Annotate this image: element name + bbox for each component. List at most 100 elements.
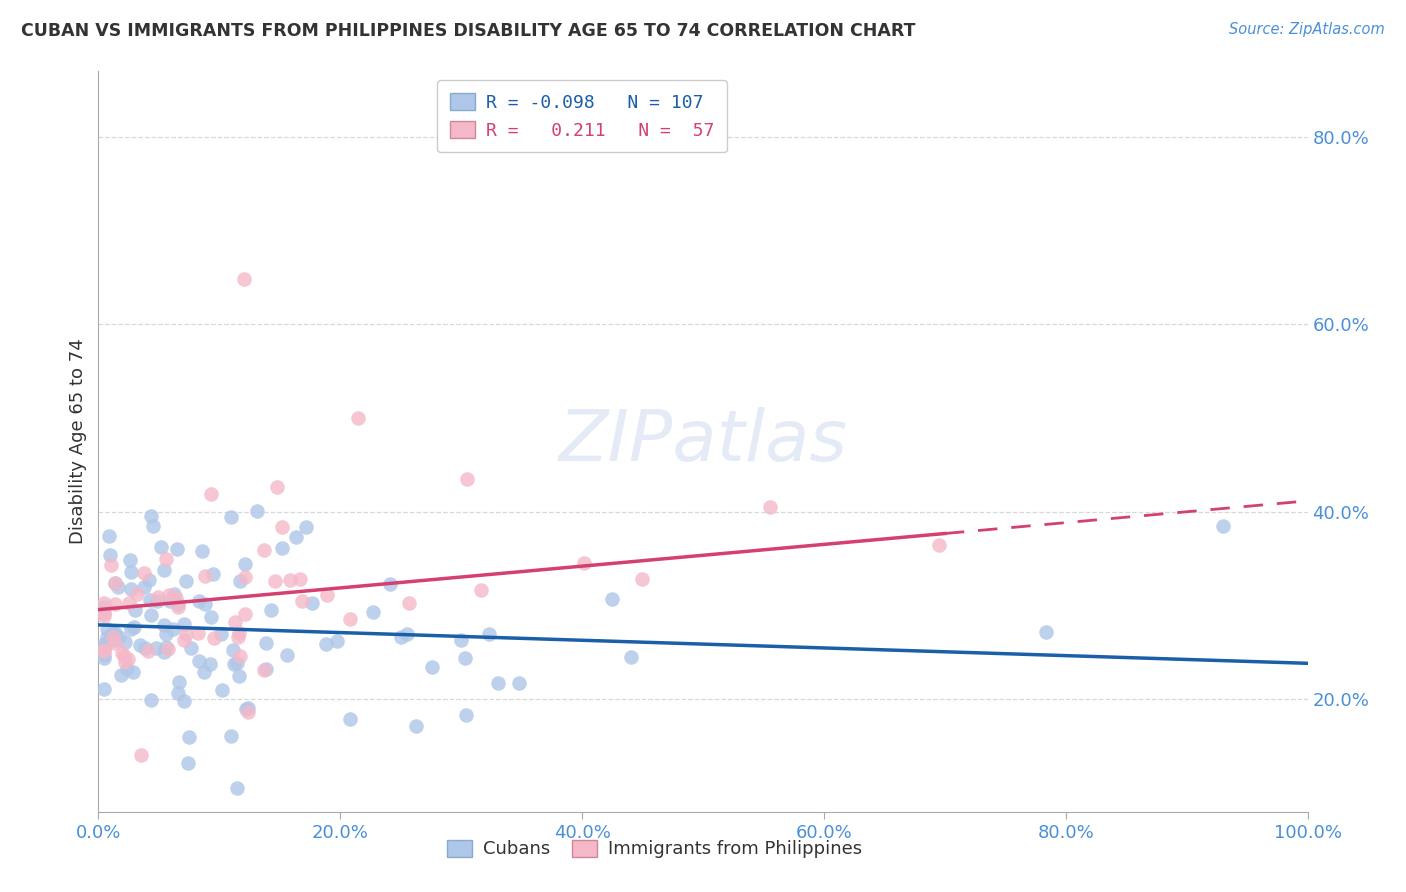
Point bbox=[129, 748, 152, 763]
Point bbox=[93, 643, 115, 657]
Point bbox=[173, 632, 195, 647]
Point bbox=[631, 572, 654, 586]
Point bbox=[224, 615, 246, 630]
Point bbox=[124, 620, 146, 634]
Point bbox=[155, 640, 177, 654]
Point bbox=[291, 594, 314, 608]
Point bbox=[229, 574, 252, 589]
Point bbox=[174, 574, 197, 588]
Point bbox=[278, 573, 301, 587]
Point bbox=[326, 633, 349, 648]
Point bbox=[166, 686, 188, 700]
Point bbox=[361, 606, 384, 620]
Point bbox=[117, 651, 139, 665]
Point bbox=[229, 648, 252, 663]
Point bbox=[236, 705, 259, 719]
Point bbox=[470, 582, 492, 597]
Point bbox=[339, 612, 361, 626]
Point bbox=[132, 580, 155, 594]
Point bbox=[253, 663, 276, 677]
Point bbox=[104, 576, 127, 591]
Point bbox=[232, 272, 254, 286]
Point bbox=[173, 693, 195, 707]
Point bbox=[233, 607, 256, 621]
Point bbox=[276, 648, 298, 662]
Point bbox=[111, 646, 134, 660]
Point bbox=[254, 636, 277, 650]
Point bbox=[162, 622, 184, 636]
Point bbox=[120, 582, 142, 597]
Point bbox=[200, 487, 222, 501]
Point bbox=[96, 630, 118, 644]
Point bbox=[176, 756, 198, 771]
Point bbox=[226, 781, 249, 796]
Point bbox=[758, 500, 780, 515]
Point bbox=[456, 708, 478, 723]
Point bbox=[163, 587, 186, 601]
Point bbox=[93, 637, 115, 651]
Point bbox=[101, 630, 124, 644]
Point bbox=[235, 702, 257, 716]
Point bbox=[100, 558, 122, 572]
Point bbox=[118, 552, 141, 566]
Point bbox=[114, 635, 136, 649]
Point bbox=[157, 641, 180, 656]
Point bbox=[420, 659, 443, 673]
Point bbox=[104, 575, 127, 590]
Point bbox=[389, 630, 412, 644]
Point bbox=[271, 520, 294, 534]
Point bbox=[129, 638, 152, 652]
Point bbox=[193, 569, 215, 583]
Point bbox=[138, 573, 160, 587]
Point bbox=[928, 538, 950, 552]
Point bbox=[252, 543, 274, 558]
Point bbox=[254, 662, 277, 676]
Point bbox=[180, 640, 202, 655]
Text: ZIPatlas: ZIPatlas bbox=[558, 407, 848, 476]
Point bbox=[395, 627, 418, 641]
Point bbox=[228, 625, 250, 640]
Point bbox=[221, 643, 243, 657]
Point bbox=[200, 657, 222, 672]
Point bbox=[104, 636, 127, 650]
Point bbox=[155, 552, 177, 566]
Point bbox=[100, 632, 122, 646]
Point bbox=[219, 730, 242, 744]
Point bbox=[264, 574, 287, 588]
Legend: Cubans, Immigrants from Philippines: Cubans, Immigrants from Philippines bbox=[440, 832, 869, 865]
Point bbox=[104, 597, 127, 611]
Point bbox=[145, 593, 167, 607]
Point bbox=[124, 602, 146, 616]
Point bbox=[226, 630, 249, 644]
Point bbox=[209, 627, 232, 641]
Point bbox=[145, 641, 167, 656]
Point bbox=[187, 593, 209, 607]
Point bbox=[191, 544, 214, 558]
Point bbox=[405, 719, 427, 733]
Point bbox=[187, 654, 209, 668]
Point bbox=[316, 588, 339, 602]
Point bbox=[103, 625, 125, 640]
Point bbox=[94, 639, 117, 653]
Point bbox=[301, 596, 323, 610]
Point bbox=[93, 606, 115, 620]
Text: CUBAN VS IMMIGRANTS FROM PHILIPPINES DISABILITY AGE 65 TO 74 CORRELATION CHART: CUBAN VS IMMIGRANTS FROM PHILIPPINES DIS… bbox=[21, 22, 915, 40]
Point bbox=[284, 530, 307, 544]
Point bbox=[453, 651, 475, 665]
Point bbox=[266, 480, 288, 494]
Point bbox=[93, 609, 115, 624]
Point bbox=[139, 593, 162, 607]
Point bbox=[174, 627, 197, 641]
Point bbox=[187, 625, 209, 640]
Point bbox=[93, 643, 115, 657]
Point bbox=[159, 594, 181, 608]
Point bbox=[173, 616, 195, 631]
Point bbox=[104, 626, 127, 640]
Point bbox=[236, 700, 259, 714]
Point bbox=[224, 657, 246, 672]
Point bbox=[138, 644, 160, 658]
Point bbox=[290, 573, 312, 587]
Point bbox=[600, 591, 623, 606]
Point bbox=[110, 668, 132, 682]
Point bbox=[98, 529, 121, 543]
